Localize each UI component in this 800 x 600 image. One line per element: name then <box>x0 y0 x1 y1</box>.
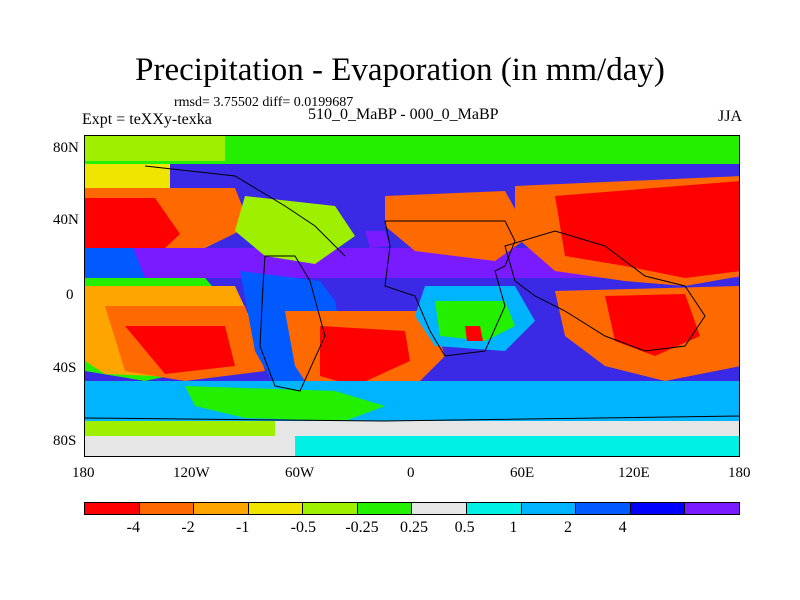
y-tick-label: 80S <box>53 433 77 449</box>
colorbar-box <box>412 503 468 514</box>
season-label: JJA <box>717 108 742 125</box>
colorbar-box <box>521 503 577 514</box>
chart-title: Precipitation - Evaporation (in mm/day) <box>135 52 665 88</box>
colorbar-box <box>248 503 304 514</box>
colorbar-box <box>467 503 522 514</box>
colorbar-box <box>630 503 686 514</box>
colorbar-level-label: -1 <box>236 519 250 536</box>
colorbar <box>84 502 740 515</box>
x-tick-label: 180 <box>728 465 751 481</box>
experiment-label: Expt = teXXy-texka <box>82 111 212 128</box>
colorbar-box <box>85 503 140 514</box>
x-tick-label: 60E <box>510 465 535 481</box>
colorbar-level-label: -4 <box>126 519 140 536</box>
colorbar-level-label: -0.5 <box>290 519 316 536</box>
x-tick-label: 0 <box>407 465 415 481</box>
y-tick-label: 40S <box>53 360 77 376</box>
colorbar-box <box>194 503 249 514</box>
colorbar-level-label: 1 <box>509 519 518 536</box>
colorbar-level-label: 0.25 <box>400 519 428 536</box>
colorbar-box <box>685 503 739 514</box>
map-plot-area <box>84 135 740 457</box>
colorbar-level-label: -2 <box>181 519 195 536</box>
colorbar-level-label: 0.5 <box>454 519 475 536</box>
y-tick-label: 0 <box>66 287 74 303</box>
colorbar-level-label: 4 <box>618 519 627 536</box>
colorbar-level-label: 2 <box>564 519 572 536</box>
colorbar-box <box>139 503 195 514</box>
colorbar-box <box>357 503 413 514</box>
y-tick-label: 40N <box>53 212 79 228</box>
x-tick-label: 120W <box>173 465 210 481</box>
colorbar-box <box>303 503 358 514</box>
stats-line: rmsd= 3.75502 diff= 0.0199687 <box>174 95 354 110</box>
colorbar-level-label: -0.25 <box>345 519 379 536</box>
chart-subtitle: 510_0_MaBP - 000_0_MaBP <box>308 106 499 123</box>
x-tick-label: 120E <box>618 465 650 481</box>
x-tick-label: 60W <box>285 465 315 481</box>
y-tick-label: 80N <box>53 140 79 156</box>
precipitation-field-map <box>85 136 739 456</box>
x-tick-label: 180 <box>72 465 95 481</box>
colorbar-box <box>576 503 631 514</box>
